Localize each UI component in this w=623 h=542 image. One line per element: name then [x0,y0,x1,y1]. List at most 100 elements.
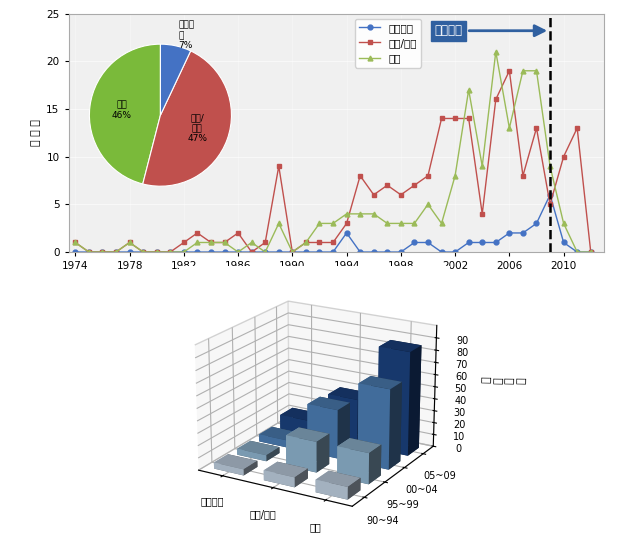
가공/연마 [112,249,120,255]
최종형상 [302,249,310,255]
최종형상 [166,249,174,255]
가공/연마 [234,230,242,236]
가공/연마 [411,182,418,189]
코딩 [411,220,418,227]
최종형상 [343,230,350,236]
최종형상 [180,249,188,255]
최종형상 [560,239,568,246]
최종형상 [519,230,526,236]
가공/연마 [546,201,554,208]
Text: 유효구간: 유효구간 [434,24,544,37]
코딩 [221,239,228,246]
코딩 [438,220,445,227]
Line: 코딩: 코딩 [73,49,593,254]
가공/연마 [384,182,391,189]
최종형상 [72,249,79,255]
최종형상 [492,239,500,246]
코딩 [397,220,404,227]
가공/연마 [397,191,404,198]
Wedge shape [143,51,231,186]
코딩 [424,201,432,208]
코딩 [587,249,594,255]
가공/연마 [560,153,568,160]
Text: 가공/
연마
47%: 가공/ 연마 47% [187,113,207,143]
Wedge shape [90,44,161,184]
코딩 [194,239,201,246]
최종형상 [112,249,120,255]
코딩 [207,239,215,246]
코딩 [180,249,188,255]
코딩 [85,249,93,255]
최종형상 [153,249,161,255]
가공/연마 [492,96,500,102]
코딩 [519,68,526,74]
최종형상 [275,249,282,255]
코딩 [356,211,364,217]
코딩 [262,249,269,255]
코딩 [72,239,79,246]
코딩 [288,249,296,255]
코딩 [166,249,174,255]
코딩 [560,220,568,227]
최종형상 [234,249,242,255]
가공/연마 [587,249,594,255]
코딩 [316,220,323,227]
최종형상 [397,249,404,255]
최종형상 [288,249,296,255]
가공/연마 [370,191,378,198]
최종형상 [356,249,364,255]
가공/연마 [452,115,459,122]
최종형상 [533,220,540,227]
가공/연마 [506,68,513,74]
코딩 [370,211,378,217]
최종형상 [330,249,337,255]
최종형상 [316,249,323,255]
가공/연마 [98,249,106,255]
최종형상 [573,249,581,255]
코딩 [330,220,337,227]
코딩 [153,249,161,255]
최종형상 [194,249,201,255]
Text: 코딩
46%: 코딩 46% [112,101,131,120]
가공/연마 [465,115,472,122]
최종형상 [587,249,594,255]
코딩 [343,211,350,217]
가공/연마 [302,239,310,246]
최종형상 [98,249,106,255]
가공/연마 [519,172,526,179]
코딩 [302,239,310,246]
Text: 최종형
상
7%: 최종형 상 7% [178,21,194,50]
가공/연마 [316,239,323,246]
가공/연마 [478,211,486,217]
Legend: 최종형상, 가공/연마, 코딩: 최종형상, 가공/연마, 코딩 [355,19,421,68]
코딩 [384,220,391,227]
최종형상 [140,249,147,255]
최종형상 [384,249,391,255]
코딩 [573,249,581,255]
코딩 [140,249,147,255]
최종형상 [546,191,554,198]
가공/연마 [288,249,296,255]
최종형상 [262,249,269,255]
최종형상 [438,249,445,255]
X-axis label: 출원년도: 출원년도 [323,275,350,288]
가공/연마 [424,172,432,179]
가공/연마 [126,239,133,246]
최종형상 [452,249,459,255]
가공/연마 [343,220,350,227]
코딩 [248,239,255,246]
최종형상 [465,239,472,246]
Line: 최종형상: 최종형상 [73,192,593,254]
코딩 [452,172,459,179]
최종형상 [478,239,486,246]
코딩 [492,48,500,55]
코딩 [478,163,486,170]
가공/연마 [153,249,161,255]
가공/연마 [573,125,581,131]
최종형상 [85,249,93,255]
최종형상 [207,249,215,255]
Line: 가공/연마: 가공/연마 [73,68,593,254]
코딩 [112,249,120,255]
코딩 [126,239,133,246]
가공/연마 [194,230,201,236]
